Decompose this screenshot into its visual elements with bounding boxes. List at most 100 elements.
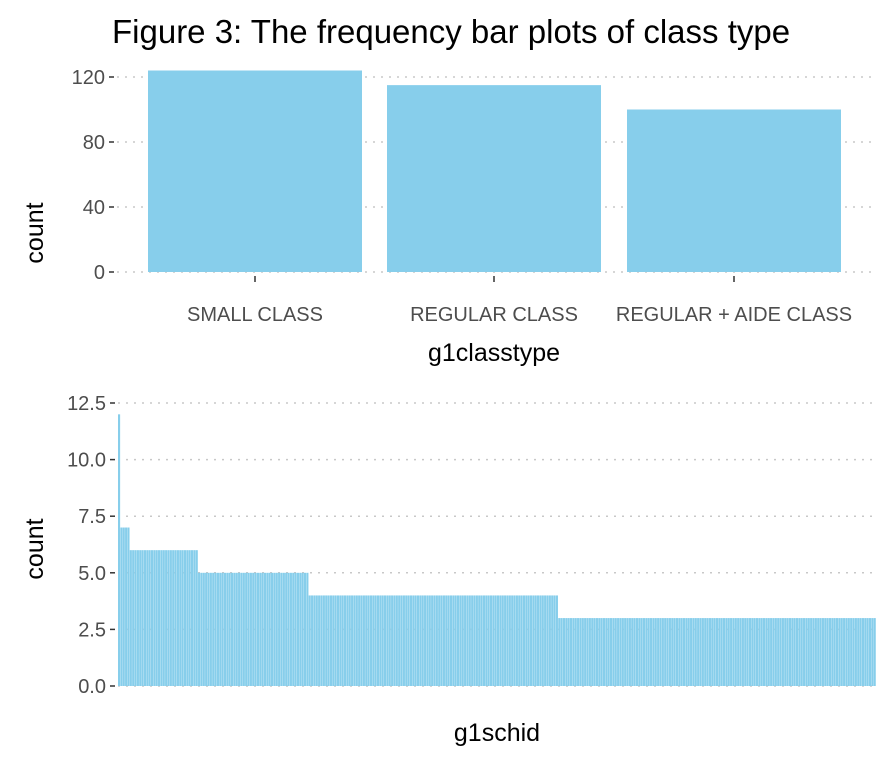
bar	[150, 550, 154, 686]
bar	[795, 618, 799, 686]
bar	[271, 572, 274, 686]
bar	[296, 572, 300, 686]
bar	[520, 595, 523, 686]
bar	[843, 618, 846, 686]
bar	[525, 595, 528, 686]
bar	[640, 618, 643, 686]
bar	[487, 595, 490, 686]
bar	[553, 595, 556, 686]
bar	[158, 550, 161, 686]
bar	[461, 595, 464, 686]
bar	[697, 618, 700, 686]
bar	[172, 550, 175, 686]
y-tick-label: 80	[83, 132, 105, 154]
bar	[318, 595, 321, 686]
bar	[593, 618, 596, 686]
bar	[174, 550, 177, 686]
bar	[633, 618, 636, 686]
bar	[468, 595, 471, 686]
bar	[824, 618, 827, 686]
bar	[125, 527, 128, 686]
bar	[548, 595, 551, 686]
bar	[645, 618, 648, 686]
bar	[668, 618, 671, 686]
y-tick-label: 12.5	[67, 393, 106, 415]
bar	[687, 618, 690, 686]
bar	[395, 595, 398, 686]
bar	[181, 550, 184, 686]
bar	[275, 572, 278, 686]
bar	[734, 618, 737, 686]
bar	[835, 618, 839, 686]
y-axis-label: count	[21, 202, 49, 263]
bar	[642, 618, 646, 686]
bar	[414, 595, 417, 686]
bar	[464, 595, 467, 686]
bar	[755, 618, 759, 686]
bar	[369, 595, 373, 686]
bar	[214, 572, 217, 686]
bar	[595, 618, 598, 686]
bar	[628, 618, 631, 686]
bar	[661, 618, 664, 686]
bar	[320, 595, 323, 686]
bar	[741, 618, 744, 686]
bar	[155, 550, 158, 686]
bar	[167, 550, 170, 686]
bar	[431, 595, 434, 686]
bar	[148, 550, 151, 686]
bar	[777, 618, 780, 686]
y-axis-label: count	[21, 518, 49, 579]
bar	[781, 618, 784, 686]
bar	[381, 595, 384, 686]
class-type-bar-chart: 0 40 80 120 SMALL CLASS REGULAR CLASS REGULAR…	[21, 67, 875, 367]
bar	[292, 572, 295, 686]
bar	[624, 618, 627, 686]
bar	[682, 618, 686, 686]
bar	[489, 595, 493, 686]
bar	[680, 618, 683, 686]
bar	[454, 595, 457, 686]
bar	[386, 595, 389, 686]
bar	[426, 595, 429, 686]
bar	[473, 595, 476, 686]
bar	[654, 618, 657, 686]
bar	[343, 595, 347, 686]
y-tick-label: 2.5	[78, 619, 106, 641]
bar	[810, 618, 813, 686]
bar	[704, 618, 707, 686]
bar	[202, 572, 205, 686]
bar	[579, 618, 582, 686]
bar	[675, 618, 679, 686]
bar	[122, 527, 125, 686]
bar	[482, 595, 485, 686]
bar	[134, 550, 137, 686]
bar	[708, 618, 711, 686]
bar	[153, 550, 156, 686]
bar	[219, 572, 222, 686]
bar	[621, 618, 624, 686]
page-title: Figure 3: The frequency bar plots of cla…	[112, 13, 791, 50]
bar	[421, 595, 424, 686]
bar	[245, 572, 248, 686]
bar	[285, 572, 288, 686]
bar	[758, 618, 761, 686]
bar	[440, 595, 443, 686]
y-tick-label: 7.5	[78, 506, 106, 528]
bar	[160, 550, 163, 686]
bar	[348, 595, 351, 686]
bar	[412, 595, 415, 686]
bar	[384, 595, 387, 686]
bar	[786, 618, 789, 686]
bar	[388, 595, 391, 686]
bar	[176, 550, 179, 686]
bar	[838, 618, 841, 686]
bar	[205, 572, 208, 686]
bar	[162, 550, 165, 686]
bar	[306, 572, 309, 686]
bar	[376, 595, 380, 686]
bar	[391, 595, 394, 686]
bar	[186, 550, 189, 686]
bar	[501, 595, 504, 686]
bar	[572, 618, 575, 686]
